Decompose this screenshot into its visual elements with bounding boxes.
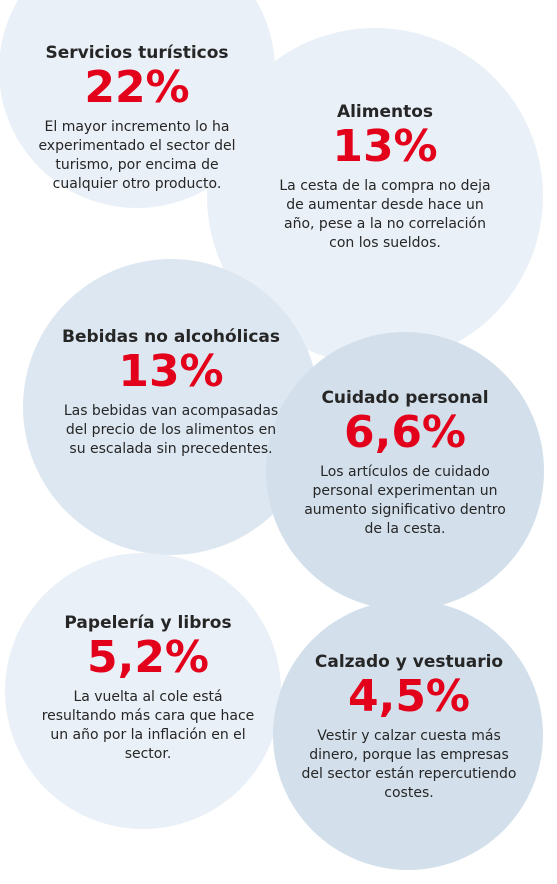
card-percentage: 5,2% xyxy=(86,632,210,683)
card-papeleria-y-libros: Papelería y libros 5,2% La vuelta al col… xyxy=(33,612,263,764)
circle-calzado xyxy=(273,600,543,870)
circle-papeleria xyxy=(5,553,281,829)
card-description: El mayor incremento lo ha experimentado … xyxy=(38,119,236,192)
card-title: Alimentos xyxy=(336,102,434,122)
card-description: Los artículos de cuidado personal experi… xyxy=(304,464,506,537)
card-title: Cuidado personal xyxy=(321,388,489,408)
card-percentage: 13% xyxy=(118,346,224,397)
card-title: Papelería y libros xyxy=(64,613,232,633)
card-calzado-y-vestuario: Calzado y vestuario 4,5% Vestir y calzar… xyxy=(295,651,523,803)
card-description: Vestir y calzar cuesta más dinero, porqu… xyxy=(301,728,517,801)
card-alimentos: Alimentos 13% La cesta de la compra no d… xyxy=(270,101,500,253)
card-percentage: 13% xyxy=(332,121,438,172)
card-title: Servicios turísticos xyxy=(45,43,229,63)
card-servicios-turisticos: Servicios turísticos 22% El mayor increm… xyxy=(22,42,252,194)
card-cuidado-personal: Cuidado personal 6,6% Los artículos de c… xyxy=(290,387,520,539)
card-title: Calzado y vestuario xyxy=(314,652,504,672)
card-percentage: 22% xyxy=(84,62,190,113)
card-description: La cesta de la compra no deja de aumenta… xyxy=(279,178,491,251)
card-percentage: 4,5% xyxy=(347,671,471,722)
card-title: Bebidas no alcohólicas xyxy=(61,327,281,347)
card-description: La vuelta al cole está resultando más ca… xyxy=(41,689,255,762)
circle-cuidado-personal xyxy=(266,332,544,610)
card-percentage: 6,6% xyxy=(343,407,467,458)
card-description: Las bebidas van acompasadas del precio d… xyxy=(63,403,279,457)
card-bebidas-no-alcoholicas: Bebidas no alcohólicas 13% Las bebidas v… xyxy=(46,326,296,459)
